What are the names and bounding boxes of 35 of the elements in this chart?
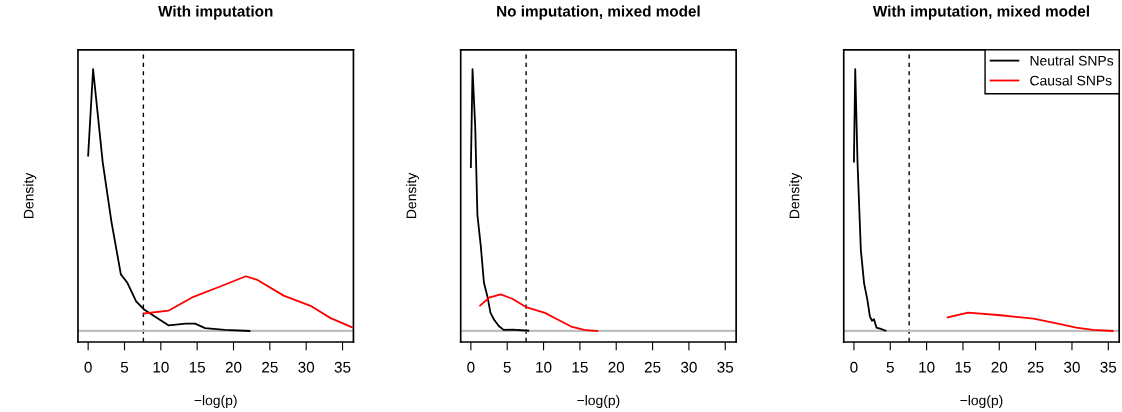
y-axis-title: Density xyxy=(406,172,420,218)
x-tick-label: 25 xyxy=(1027,361,1044,373)
x-tick-label: 20 xyxy=(991,361,1008,373)
chart-title: With imputation, mixed model xyxy=(872,5,1089,20)
x-tick-label: 0 xyxy=(84,361,92,373)
x-tick-label: 20 xyxy=(225,361,242,373)
legend-label: Causal SNPs xyxy=(1030,75,1112,86)
x-tick-label: 35 xyxy=(334,361,351,373)
x-tick-label: 15 xyxy=(572,361,588,373)
x-tick-label: 30 xyxy=(1064,361,1080,373)
x-tick-label: 35 xyxy=(1100,361,1117,373)
y-axis-title: Density xyxy=(789,172,803,218)
x-axis-title: −log(p) xyxy=(960,395,1003,409)
x-tick-label: 15 xyxy=(189,361,206,373)
x-tick-label: 25 xyxy=(644,361,661,373)
x-axis-title: −log(p) xyxy=(194,395,237,409)
x-tick-label: 0 xyxy=(850,361,858,373)
x-tick-label: 15 xyxy=(955,361,971,373)
x-tick-label: 5 xyxy=(503,361,511,373)
x-tick-label: 5 xyxy=(120,361,129,373)
chart-title: No imputation, mixed model xyxy=(497,5,700,20)
x-tick-label: 30 xyxy=(298,361,315,373)
legend-label: Neutral SNPs xyxy=(1030,55,1114,66)
chart-title: With imputation xyxy=(158,5,273,20)
x-tick-label: 20 xyxy=(608,361,625,373)
x-tick-label: 10 xyxy=(919,361,935,373)
x-axis-title: −log(p) xyxy=(577,395,620,409)
x-tick-label: 5 xyxy=(886,361,894,373)
y-axis-title: Density xyxy=(23,172,37,218)
x-tick-label: 35 xyxy=(717,361,734,373)
x-tick-label: 30 xyxy=(680,361,697,373)
x-tick-label: 0 xyxy=(467,361,475,373)
x-tick-label: 10 xyxy=(536,361,552,373)
x-tick-label: 10 xyxy=(153,361,169,373)
x-tick-label: 25 xyxy=(262,361,278,373)
